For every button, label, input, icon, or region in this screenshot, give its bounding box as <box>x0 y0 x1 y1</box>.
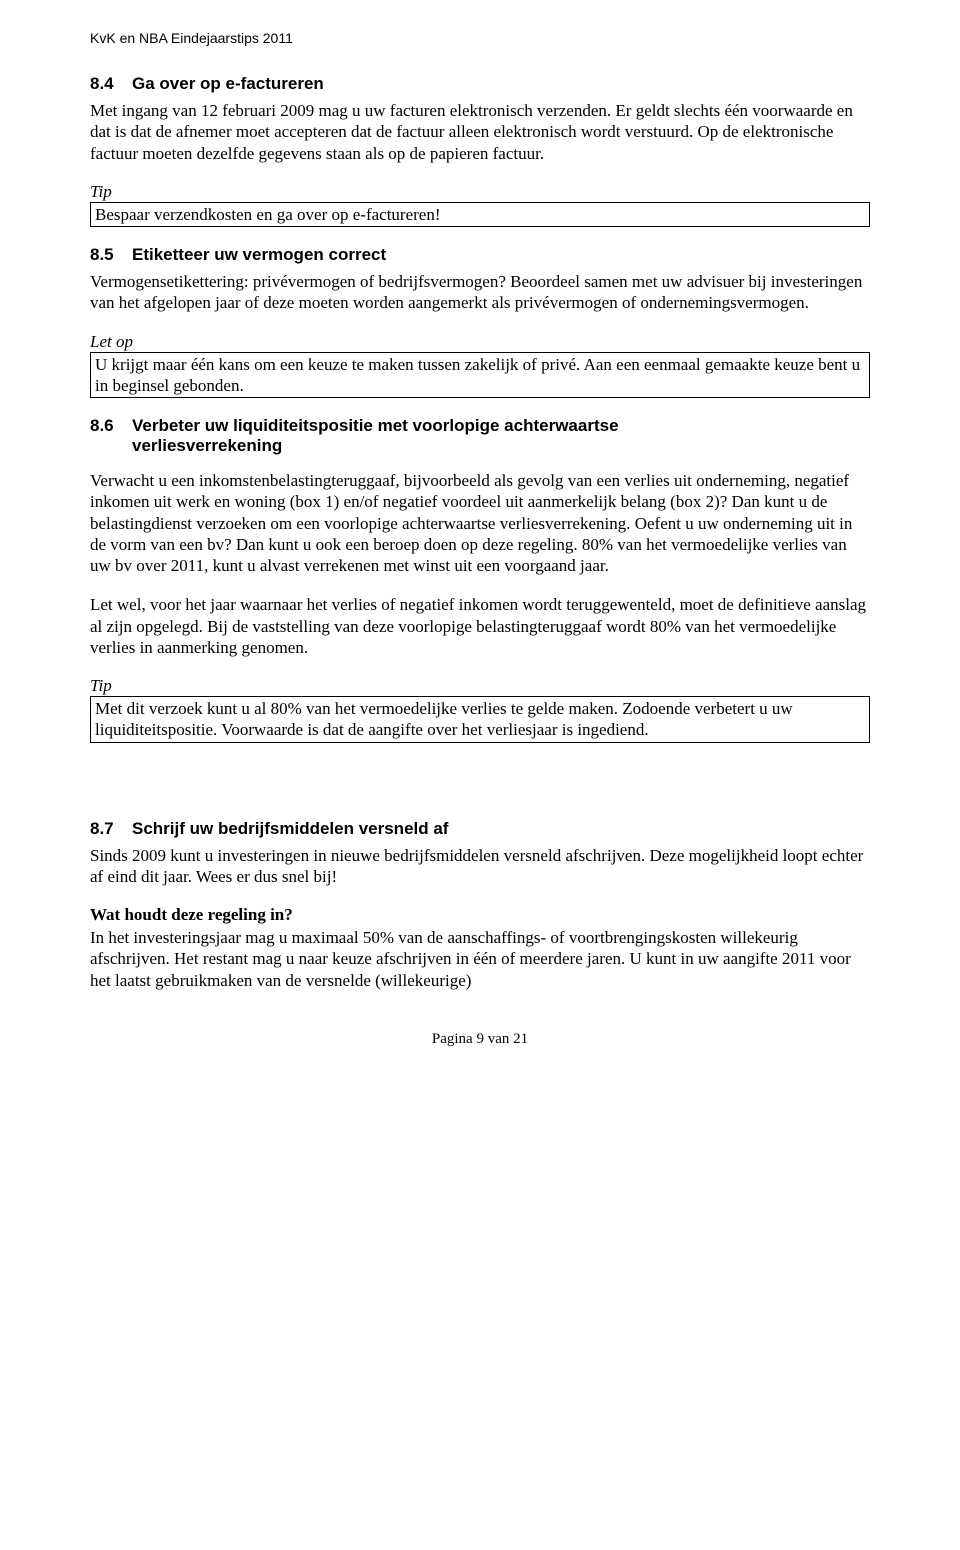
heading-number: 8.6 <box>90 416 132 436</box>
letop-label: Let op <box>90 332 870 352</box>
heading-title: Schrijf uw bedrijfsmiddelen versneld af <box>132 819 448 838</box>
tip-label: Tip <box>90 676 870 696</box>
page-footer: Pagina 9 van 21 <box>90 1031 870 1048</box>
heading-title-line2: verliesverrekening <box>132 436 870 456</box>
tip-box: Bespaar verzendkosten en ga over op e-fa… <box>90 202 870 227</box>
page-header: KvK en NBA Eindejaarstips 2011 <box>90 30 870 46</box>
letop-box: U krijgt maar één kans om een keuze te m… <box>90 352 870 399</box>
subheading: Wat houdt deze regeling in? <box>90 905 870 925</box>
paragraph: Let wel, voor het jaar waarnaar het verl… <box>90 594 870 658</box>
heading-8-6: 8.6Verbeter uw liquiditeitspositie met v… <box>90 416 870 456</box>
tip-label: Tip <box>90 182 870 202</box>
spacer <box>90 761 870 801</box>
paragraph: Sinds 2009 kunt u investeringen in nieuw… <box>90 845 870 888</box>
heading-title: Ga over op e-factureren <box>132 74 324 93</box>
heading-8-4: 8.4Ga over op e-factureren <box>90 74 870 94</box>
heading-8-7: 8.7Schrijf uw bedrijfsmiddelen versneld … <box>90 819 870 839</box>
paragraph: Met ingang van 12 februari 2009 mag u uw… <box>90 100 870 164</box>
heading-8-5: 8.5Etiketteer uw vermogen correct <box>90 245 870 265</box>
paragraph: Vermogensetikettering: privévermogen of … <box>90 271 870 314</box>
heading-title: Etiketteer uw vermogen correct <box>132 245 386 264</box>
paragraph: Verwacht u een inkomstenbelastingterugga… <box>90 470 870 576</box>
heading-number: 8.7 <box>90 819 132 839</box>
heading-title-line1: Verbeter uw liquiditeitspositie met voor… <box>132 416 619 435</box>
heading-number: 8.4 <box>90 74 132 94</box>
tip-box: Met dit verzoek kunt u al 80% van het ve… <box>90 696 870 743</box>
document-page: KvK en NBA Eindejaarstips 2011 8.4Ga ove… <box>0 0 960 1078</box>
heading-number: 8.5 <box>90 245 132 265</box>
paragraph: In het investeringsjaar mag u maximaal 5… <box>90 927 870 991</box>
